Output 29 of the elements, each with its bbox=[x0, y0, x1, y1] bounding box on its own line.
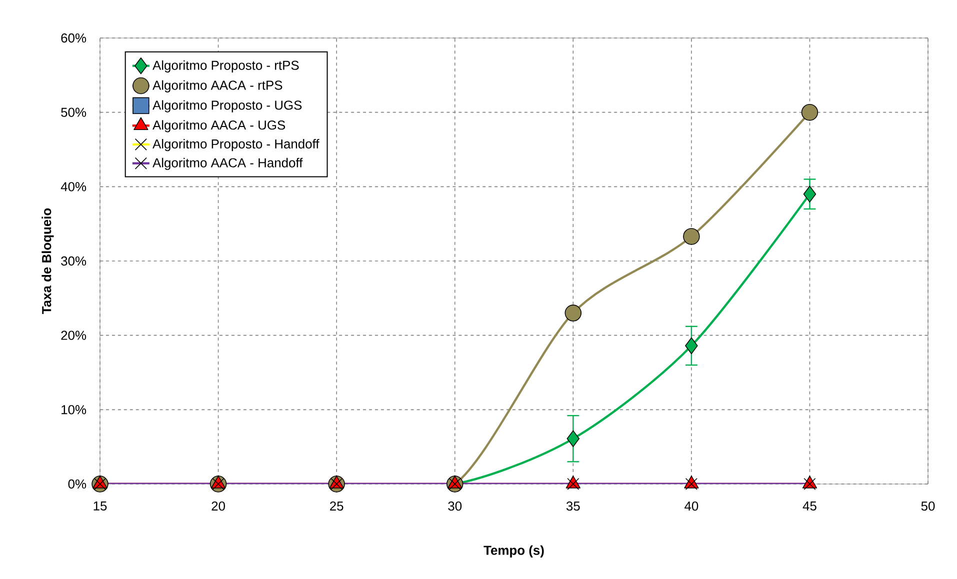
x-tick-label: 40 bbox=[684, 501, 698, 511]
y-axis-title: Taxa de Bloqueio bbox=[42, 208, 54, 314]
x-tick-label: 30 bbox=[448, 501, 462, 511]
x-tick-label: 15 bbox=[94, 501, 107, 511]
x-axis-title: Tempo (s) bbox=[484, 545, 544, 558]
legend-label: Algoritmo AACA - rtPS bbox=[152, 80, 282, 92]
point bbox=[685, 337, 698, 354]
y-tick-label: 20% bbox=[61, 330, 86, 340]
y-tick-label: 50% bbox=[61, 108, 86, 117]
x-tick-label: 45 bbox=[802, 501, 816, 511]
point bbox=[564, 304, 582, 322]
x-tick-label: 35 bbox=[566, 501, 580, 511]
legend-label: Algoritmo Proposto - Handoff bbox=[152, 139, 320, 152]
x-tick-label: 50 bbox=[921, 501, 935, 511]
y-tick-label: 60% bbox=[61, 33, 86, 43]
y-tick-label: 0% bbox=[68, 479, 86, 489]
point bbox=[801, 104, 818, 121]
x-tick-label: 20 bbox=[212, 501, 225, 511]
y-tick-label: 40% bbox=[60, 182, 86, 192]
point bbox=[566, 430, 580, 448]
x-tick-label: 25 bbox=[330, 501, 344, 511]
legend-label: Algoritmo Proposto - UGS bbox=[152, 100, 302, 112]
y-tick-label: 10% bbox=[62, 405, 86, 414]
point bbox=[683, 228, 700, 245]
legend-label: Algoritmo Proposto - rtPS bbox=[152, 60, 299, 72]
point bbox=[803, 186, 816, 202]
y-tick-label: 30% bbox=[61, 256, 86, 266]
legend-label: Algoritmo AACA - Handoff bbox=[152, 158, 303, 170]
legend-label: Algoritmo AACA - UGS bbox=[152, 120, 286, 132]
